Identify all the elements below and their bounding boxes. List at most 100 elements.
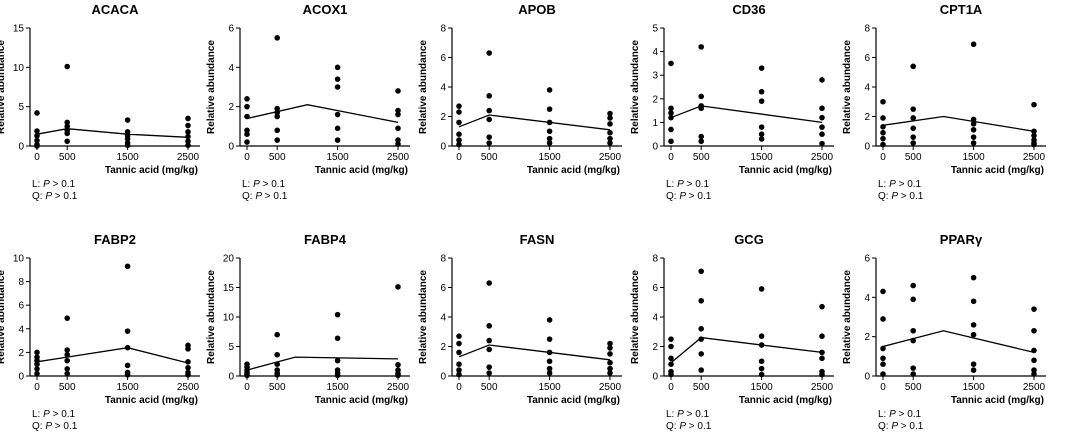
data-point — [668, 343, 674, 350]
x-axis-title: Tannic acid (mg/kg) — [315, 395, 408, 406]
data-point — [34, 370, 40, 377]
data-point — [64, 357, 70, 364]
y-tick-label: 8 — [652, 254, 658, 265]
x-tick-label: 0 — [668, 382, 674, 393]
trend-line — [36, 347, 189, 364]
data-point — [880, 141, 886, 148]
x-tick-label: 1500 — [326, 382, 349, 393]
y-tick-label: 0 — [440, 372, 446, 383]
data-point — [1031, 357, 1037, 364]
data-point — [819, 303, 825, 310]
data-point — [395, 141, 401, 147]
data-point — [124, 129, 131, 135]
y-axis-title: Relative abundance — [630, 270, 641, 364]
x-axis-title: Tannic acid (mg/kg) — [739, 165, 832, 176]
trend-line — [882, 330, 1035, 354]
trend-line — [246, 356, 399, 371]
trend-line — [458, 114, 611, 131]
data-point — [698, 336, 704, 342]
panel-title: FASN — [520, 232, 555, 247]
data-point — [486, 116, 493, 123]
data-point — [970, 322, 977, 328]
data-point — [395, 107, 401, 114]
data-point — [758, 333, 765, 339]
data-point — [274, 35, 281, 41]
data-point — [456, 367, 462, 373]
data-point — [819, 355, 825, 362]
y-tick-label: 2 — [440, 342, 446, 353]
data-point — [698, 297, 704, 304]
x-tick-label: 2500 — [599, 382, 622, 393]
data-point — [486, 346, 493, 353]
data-point — [880, 135, 886, 142]
data-point — [486, 364, 493, 370]
y-tick-label: 0 — [652, 372, 658, 383]
y-tick-label: 0 — [18, 372, 24, 383]
data-point — [758, 88, 765, 95]
y-tick-label: 6 — [864, 254, 870, 265]
data-point — [970, 367, 977, 373]
data-point — [607, 135, 613, 142]
data-point — [334, 357, 341, 364]
data-point — [185, 346, 191, 352]
y-tick-label: 8 — [18, 277, 24, 288]
data-point — [64, 123, 70, 130]
x-tick-label: 0 — [880, 382, 886, 393]
data-point — [124, 372, 131, 378]
y-axis-title: Relative abundance — [418, 40, 429, 134]
y-tick-label: 2 — [864, 112, 870, 123]
y-tick-label: 4 — [440, 83, 446, 94]
data-point — [124, 263, 131, 270]
x-tick-label: 2500 — [177, 152, 200, 163]
stat-l: L: P > 0.1 — [878, 409, 922, 420]
data-point — [668, 138, 674, 145]
x-tick-label: 500 — [59, 382, 76, 393]
data-point — [1031, 327, 1037, 334]
data-point — [758, 136, 765, 142]
panel-title: PPARγ — [940, 232, 983, 247]
x-axis-title: Tannic acid (mg/kg) — [527, 165, 620, 176]
y-tick-label: 1 — [652, 118, 658, 129]
data-point — [274, 127, 281, 134]
data-point — [64, 315, 70, 321]
panel-title: CD36 — [732, 2, 765, 17]
y-tick-label: 5 — [18, 102, 24, 113]
x-tick-label: 500 — [269, 152, 286, 163]
data-point — [486, 93, 493, 99]
y-tick-label: 10 — [13, 63, 25, 74]
data-point — [1031, 371, 1037, 377]
stat-q: Q: P > 0.1 — [32, 421, 78, 432]
y-tick-label: 8 — [864, 24, 870, 35]
stat-q: Q: P > 0.1 — [878, 191, 924, 202]
data-point — [546, 349, 553, 356]
data-point — [698, 44, 704, 50]
x-tick-label: 2500 — [811, 382, 834, 393]
data-point — [819, 131, 825, 137]
x-tick-label: 1500 — [962, 382, 985, 393]
panel-title: GCG — [734, 232, 764, 247]
data-point — [456, 349, 462, 356]
data-point — [395, 372, 401, 379]
data-point — [395, 88, 401, 94]
data-point — [698, 268, 704, 275]
data-point — [698, 133, 704, 140]
y-tick-label: 10 — [13, 254, 25, 265]
data-point — [244, 96, 250, 102]
data-point — [668, 105, 674, 112]
data-point — [880, 361, 886, 368]
data-point — [456, 371, 462, 378]
data-point — [124, 328, 131, 334]
data-point — [668, 60, 674, 67]
y-tick-label: 4 — [440, 313, 446, 324]
x-tick-label: 0 — [244, 382, 250, 393]
y-tick-label: 0 — [228, 372, 234, 383]
data-point — [274, 105, 281, 112]
data-point — [910, 63, 916, 70]
data-point — [910, 282, 916, 289]
data-point — [607, 345, 613, 351]
data-point — [274, 351, 281, 358]
data-point — [456, 119, 462, 126]
data-point — [758, 365, 765, 372]
data-point — [970, 361, 977, 368]
y-tick-label: 4 — [228, 63, 234, 74]
